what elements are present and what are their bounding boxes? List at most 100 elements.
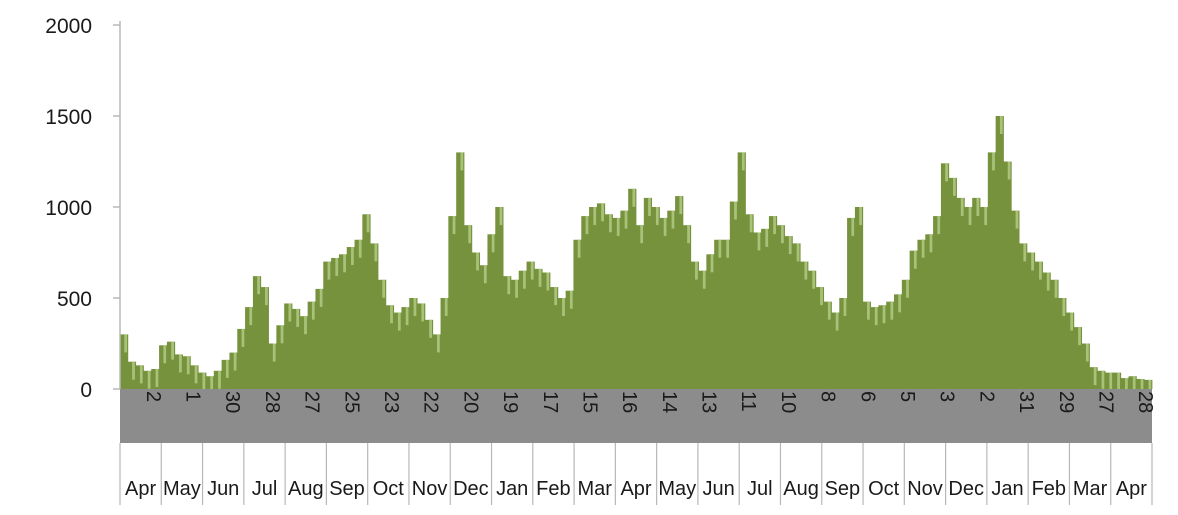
bar — [1058, 298, 1067, 389]
bar-highlight — [1117, 372, 1120, 389]
bar — [534, 268, 543, 389]
x-month-tick-label: Jun — [207, 478, 239, 500]
x-day-tick-label: 27 — [301, 391, 323, 413]
bar — [1120, 378, 1129, 389]
bar — [980, 207, 989, 389]
bar-highlight — [1132, 376, 1136, 389]
bar — [745, 214, 754, 389]
x-day-tick-label: 14 — [658, 391, 680, 413]
bar — [901, 279, 911, 389]
bar — [768, 216, 778, 389]
bar — [370, 243, 379, 389]
bar-highlight — [624, 210, 628, 229]
bar — [581, 216, 590, 389]
x-month-tick-label: Aug — [783, 478, 819, 500]
bar-highlight — [906, 279, 909, 298]
bar — [643, 197, 653, 389]
category-band — [120, 389, 1152, 443]
x-month-tick-label: Sep — [329, 478, 365, 500]
bar — [182, 356, 191, 389]
bar — [143, 370, 152, 389]
bar — [393, 312, 402, 389]
bar-highlight — [374, 243, 378, 262]
bar-highlight — [382, 279, 386, 298]
bar-highlight — [1093, 367, 1097, 386]
bar-series — [120, 116, 1153, 389]
bar-highlight — [390, 305, 393, 324]
bar-highlight — [444, 298, 448, 316]
bar-highlight — [483, 265, 487, 284]
bar-highlight — [397, 312, 401, 331]
bar — [1089, 367, 1098, 389]
bar — [729, 201, 739, 389]
bar — [557, 298, 567, 389]
bar — [526, 261, 535, 389]
bar-highlight — [827, 301, 831, 320]
bar-highlight — [1007, 161, 1011, 180]
bar-highlight — [695, 261, 698, 280]
bar — [1050, 279, 1059, 389]
bar — [401, 307, 410, 389]
bar — [417, 303, 426, 389]
bar-highlight — [437, 334, 440, 353]
bar — [659, 217, 668, 389]
bar — [518, 270, 527, 389]
bar-highlight — [741, 152, 745, 171]
x-month-tick-label: Dec — [453, 478, 489, 500]
bar — [1128, 376, 1137, 389]
x-month-tick-label: Apr — [620, 478, 651, 500]
bar — [987, 152, 997, 389]
bar-highlight — [1125, 378, 1128, 389]
bar-highlight — [1023, 243, 1027, 262]
bar-highlight — [562, 298, 565, 316]
bar-highlight — [124, 334, 128, 353]
bar — [448, 216, 457, 389]
bar — [682, 225, 692, 389]
bar — [753, 232, 762, 389]
x-axis-day-ticks: 2 1 30 28 27 25 23 22 20 19 17 15 16 14 13 11 10 8 6 5 3 2 31 2… — [142, 391, 1156, 413]
y-tick-label: 0 — [80, 379, 92, 402]
bar — [636, 225, 645, 389]
bar — [1136, 378, 1145, 389]
bar-highlight — [147, 370, 151, 389]
bar — [479, 265, 488, 389]
bar — [503, 276, 512, 389]
bar — [784, 236, 793, 389]
bar — [714, 239, 723, 389]
bar-highlight — [1015, 210, 1019, 229]
bar — [1097, 370, 1106, 389]
x-day-tick-label: 20 — [459, 391, 481, 413]
bar-highlight — [304, 316, 307, 335]
bar — [331, 257, 340, 389]
bar — [690, 261, 699, 389]
bar-highlight — [452, 216, 456, 235]
x-day-tick-label: 8 — [817, 391, 839, 402]
bar-highlight — [593, 207, 597, 225]
bar — [1011, 210, 1020, 389]
x-day-tick-label: 6 — [856, 391, 878, 402]
bar — [550, 287, 559, 389]
bar — [1034, 261, 1043, 389]
bar-highlight — [233, 352, 237, 371]
x-day-tick-label: 13 — [698, 391, 720, 413]
bar-highlight — [186, 356, 190, 375]
bar-highlight — [1031, 252, 1034, 271]
bar — [628, 188, 637, 389]
bar — [1042, 272, 1051, 389]
bar — [1026, 252, 1036, 389]
bar-highlight — [585, 216, 589, 235]
x-day-tick-label: 16 — [618, 391, 640, 413]
bar-highlight — [1085, 343, 1089, 362]
bar — [1073, 327, 1083, 389]
bar-highlight — [851, 217, 855, 236]
bar — [198, 372, 207, 389]
bar-highlight — [366, 214, 370, 233]
bar-highlight — [867, 301, 870, 320]
bar — [252, 276, 262, 389]
x-day-tick-label: 27 — [1095, 391, 1117, 413]
bar-highlight — [843, 298, 847, 316]
bar — [487, 234, 496, 389]
bar — [440, 298, 449, 389]
x-month-tick-label: Jan — [496, 478, 528, 500]
bar — [972, 197, 981, 389]
